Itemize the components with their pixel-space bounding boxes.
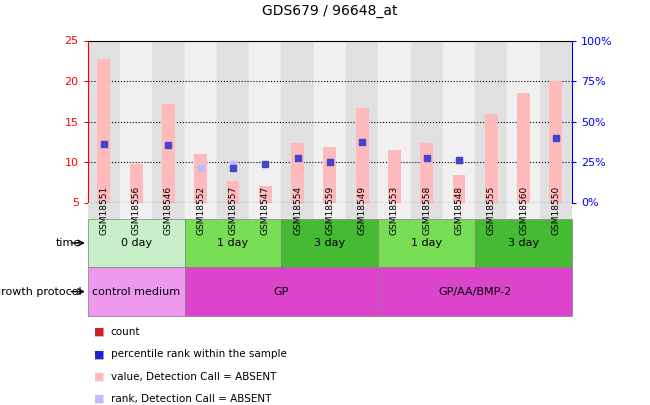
Text: 0 day: 0 day xyxy=(121,238,151,248)
Bar xyxy=(346,40,378,202)
Text: ■: ■ xyxy=(94,327,105,337)
Bar xyxy=(378,219,475,267)
Text: 3 day: 3 day xyxy=(508,238,539,248)
Text: ■: ■ xyxy=(94,394,105,404)
Bar xyxy=(185,202,217,219)
Bar xyxy=(249,40,281,202)
Bar xyxy=(259,186,272,202)
Text: GSM18560: GSM18560 xyxy=(519,186,528,235)
Bar xyxy=(508,40,540,202)
Text: ■: ■ xyxy=(94,350,105,359)
Bar xyxy=(249,202,281,219)
Bar xyxy=(540,202,572,219)
Text: time: time xyxy=(56,238,81,248)
Text: count: count xyxy=(111,327,140,337)
Bar xyxy=(452,175,465,202)
Bar xyxy=(217,40,249,202)
Bar xyxy=(475,40,508,202)
Text: control medium: control medium xyxy=(92,287,180,296)
Bar xyxy=(88,40,120,202)
Text: GSM18546: GSM18546 xyxy=(164,186,173,235)
Bar xyxy=(411,202,443,219)
Bar xyxy=(475,219,572,267)
Bar xyxy=(443,202,475,219)
Bar xyxy=(120,202,152,219)
Bar xyxy=(88,202,120,219)
Bar xyxy=(549,81,562,202)
Bar xyxy=(88,267,185,316)
Text: GSM18556: GSM18556 xyxy=(132,186,140,235)
Bar xyxy=(185,219,281,267)
Text: 3 day: 3 day xyxy=(315,238,345,248)
Bar xyxy=(281,219,378,267)
Text: GSM18557: GSM18557 xyxy=(229,186,237,235)
Bar xyxy=(152,202,185,219)
Text: GSM18559: GSM18559 xyxy=(326,186,334,235)
Bar xyxy=(324,147,336,202)
Bar xyxy=(411,40,443,202)
Text: GP: GP xyxy=(274,287,289,296)
Text: rank, Detection Call = ABSENT: rank, Detection Call = ABSENT xyxy=(111,394,271,404)
Text: 1 day: 1 day xyxy=(411,238,442,248)
Bar xyxy=(485,114,498,202)
Bar xyxy=(443,40,475,202)
Bar xyxy=(475,202,508,219)
Text: GSM18549: GSM18549 xyxy=(358,186,367,235)
Text: GSM18551: GSM18551 xyxy=(99,186,109,235)
Bar xyxy=(98,59,111,202)
Bar xyxy=(378,267,572,316)
Bar xyxy=(227,181,239,202)
Bar xyxy=(130,164,142,202)
Text: GSM18547: GSM18547 xyxy=(261,186,270,235)
Bar xyxy=(314,40,346,202)
Bar xyxy=(217,202,249,219)
Bar xyxy=(314,202,346,219)
Text: percentile rank within the sample: percentile rank within the sample xyxy=(111,350,287,359)
Bar xyxy=(194,154,207,202)
Bar xyxy=(508,202,540,219)
Text: 1 day: 1 day xyxy=(218,238,248,248)
Bar xyxy=(120,40,152,202)
Bar xyxy=(378,202,411,219)
Bar xyxy=(152,40,185,202)
Text: value, Detection Call = ABSENT: value, Detection Call = ABSENT xyxy=(111,372,276,382)
Bar xyxy=(378,40,411,202)
Bar xyxy=(540,40,572,202)
Text: GSM18554: GSM18554 xyxy=(293,186,302,235)
Text: growth protocol: growth protocol xyxy=(0,287,81,296)
Bar xyxy=(281,40,314,202)
Bar xyxy=(291,143,304,202)
Text: GSM18552: GSM18552 xyxy=(196,186,205,235)
Text: GSM18548: GSM18548 xyxy=(454,186,463,235)
Bar xyxy=(162,104,175,202)
Bar xyxy=(346,202,378,219)
Text: GSM18555: GSM18555 xyxy=(487,186,496,235)
Bar xyxy=(517,93,530,202)
Bar xyxy=(185,267,378,316)
Bar xyxy=(281,202,314,219)
Bar xyxy=(356,108,369,202)
Text: GSM18553: GSM18553 xyxy=(390,186,399,235)
Text: GDS679 / 96648_at: GDS679 / 96648_at xyxy=(262,4,398,18)
Bar xyxy=(421,143,433,202)
Text: GSM18558: GSM18558 xyxy=(422,186,431,235)
Text: GSM18550: GSM18550 xyxy=(551,186,560,235)
Text: GP/AA/BMP-2: GP/AA/BMP-2 xyxy=(439,287,512,296)
Text: ■: ■ xyxy=(94,372,105,382)
Bar xyxy=(185,40,217,202)
Bar xyxy=(388,150,401,202)
Bar xyxy=(88,219,185,267)
